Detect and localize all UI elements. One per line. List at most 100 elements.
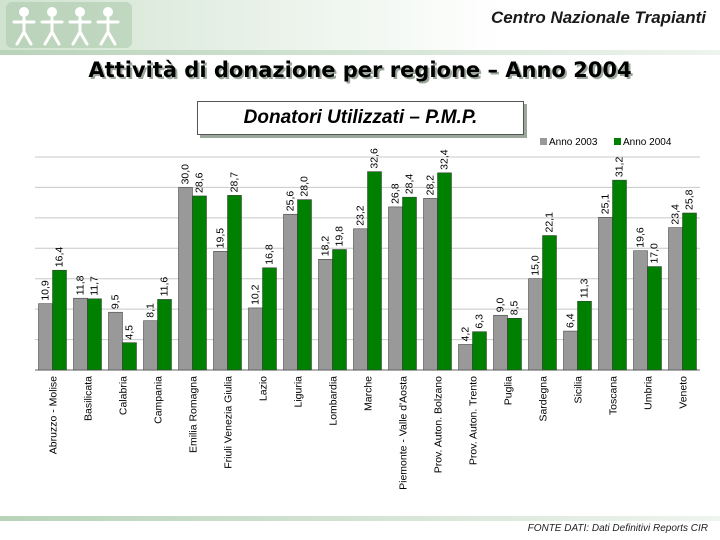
bar-chart: 10,916,4 Abruzzo - Molise 11,8 11,7 Basilica… xyxy=(35,137,700,490)
x-tick-label: Prov. Auton. Bolzano xyxy=(433,376,445,473)
data-label: 11,3 xyxy=(579,278,591,298)
x-tick-label: Lombardia xyxy=(328,376,340,426)
data-label: 11,8 xyxy=(75,275,87,295)
bar xyxy=(367,171,382,371)
bar xyxy=(178,187,193,371)
data-label: 4,5 xyxy=(124,325,136,340)
bar xyxy=(318,258,333,371)
data-label: 23,2 xyxy=(355,205,367,226)
x-tick-label: Lazio xyxy=(258,376,270,401)
footer-divider xyxy=(0,516,720,521)
x-tick-label: Marche xyxy=(363,376,375,411)
bar xyxy=(493,314,508,371)
x-tick-label: Basilicata xyxy=(83,376,95,421)
bar xyxy=(507,318,522,371)
data-label: 30,0 xyxy=(180,164,192,185)
data-label: 8,1 xyxy=(145,303,157,318)
data-label: 25,1 xyxy=(600,194,612,215)
header-bar: Centro Nazionale Trapianti xyxy=(0,0,720,50)
data-label: 4,2 xyxy=(460,327,472,342)
data-label: 17,0 xyxy=(649,243,661,264)
bar xyxy=(612,179,627,371)
chart-title: Donatori Utilizzati – P.M.P. xyxy=(243,107,478,128)
page-title: Attività di donazione per regione – Anno… xyxy=(88,58,632,82)
x-tick-label: Umbria xyxy=(643,376,655,410)
bar xyxy=(122,342,137,371)
data-label: 22,1 xyxy=(544,212,556,233)
x-tick-label: Sicilia xyxy=(573,376,585,404)
bar xyxy=(563,330,578,371)
bar xyxy=(682,212,697,371)
legend-label: Anno 2004 xyxy=(623,137,672,148)
data-label: 6,3 xyxy=(474,314,486,329)
data-label: 23,4 xyxy=(670,204,682,225)
data-label: 19,6 xyxy=(635,227,647,248)
data-label: 16,4 xyxy=(54,247,66,268)
data-label: 19,5 xyxy=(215,228,227,249)
legend-label: Anno 2003 xyxy=(549,137,598,148)
chart-title-box: Donatori Utilizzati – P.M.P. xyxy=(197,101,524,135)
data-label: 28,0 xyxy=(299,176,311,197)
legend-swatch xyxy=(540,138,547,145)
data-label: 32,4 xyxy=(439,149,451,170)
bar xyxy=(157,299,172,371)
bar xyxy=(283,213,298,371)
data-label: 25,6 xyxy=(285,191,297,212)
x-tick-label: Veneto xyxy=(678,376,690,409)
bar xyxy=(248,307,263,371)
bar xyxy=(458,344,473,371)
data-label: 28,6 xyxy=(194,172,206,193)
bar xyxy=(332,249,347,371)
bar xyxy=(388,206,403,371)
data-source-note: FONTE DATI: Dati Definitivi Reports CIR xyxy=(527,523,708,534)
bar xyxy=(227,195,242,371)
bar xyxy=(528,278,543,371)
bar xyxy=(108,311,123,371)
data-label: 32,6 xyxy=(369,148,381,169)
data-label: 16,8 xyxy=(264,244,276,265)
bar xyxy=(668,227,683,371)
bar xyxy=(87,298,102,371)
header-divider xyxy=(0,50,720,55)
bar xyxy=(38,303,53,371)
bar xyxy=(577,300,592,371)
x-tick-label: Sardegna xyxy=(538,376,550,422)
x-tick-label: Prov. Auton. Trento xyxy=(468,376,480,465)
bar xyxy=(633,250,648,371)
bar xyxy=(542,235,557,371)
data-label: 8,5 xyxy=(509,301,521,316)
bar xyxy=(297,199,312,371)
bar xyxy=(402,196,417,371)
data-label: 28,7 xyxy=(229,172,241,193)
data-label: 28,4 xyxy=(404,174,416,195)
bar xyxy=(52,269,67,371)
bar xyxy=(647,266,662,371)
data-label: 19,8 xyxy=(334,226,346,247)
bar xyxy=(73,297,88,371)
data-label: 28,2 xyxy=(425,175,437,196)
x-tick-label: Piemonte - Valle d'Aosta xyxy=(398,376,410,490)
data-label: 31,2 xyxy=(614,157,626,178)
x-tick-label: Puglia xyxy=(503,376,515,405)
bar xyxy=(472,331,487,371)
x-tick-label: Liguria xyxy=(293,376,305,408)
people-figures-logo-icon xyxy=(6,2,132,48)
data-label: 11,6 xyxy=(159,277,171,297)
x-tick-label: Calabria xyxy=(118,376,130,415)
data-label: 18,2 xyxy=(320,236,332,257)
x-tick-label: Campania xyxy=(153,376,165,424)
data-label: 6,4 xyxy=(565,313,577,328)
x-tick-label: Emilia Romagna xyxy=(188,376,200,453)
bar xyxy=(437,172,452,371)
legend-swatch xyxy=(614,138,621,145)
data-label: 11,7 xyxy=(89,276,101,296)
data-label: 9,0 xyxy=(495,297,507,312)
bar xyxy=(143,320,158,371)
bar xyxy=(213,251,228,371)
data-label: 25,8 xyxy=(684,189,696,210)
bar xyxy=(262,267,277,371)
bar xyxy=(598,216,613,371)
bar xyxy=(423,198,438,371)
bar xyxy=(353,228,368,371)
data-label: 15,0 xyxy=(530,255,542,276)
